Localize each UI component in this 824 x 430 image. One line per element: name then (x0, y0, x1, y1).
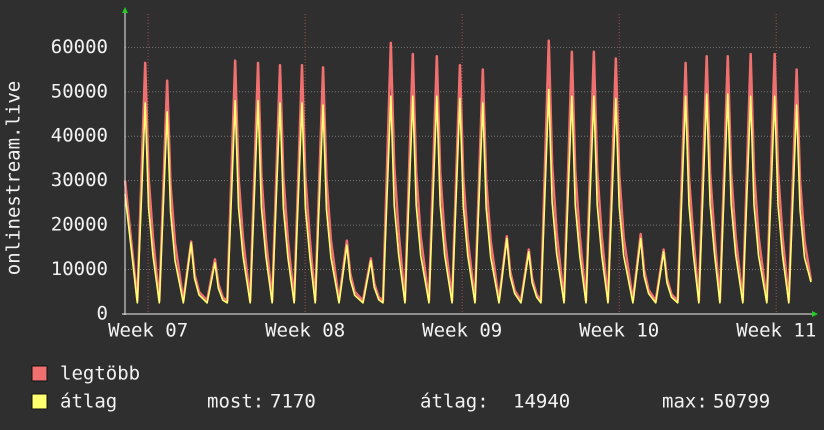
y-tick-label: 10000 (51, 258, 108, 280)
x-tick-label: Week 07 (108, 320, 188, 342)
y-axis-arrow (122, 7, 128, 13)
stat-value: 7170 (270, 391, 316, 413)
y-tick-label: 30000 (51, 169, 108, 191)
legend-label: legtöbb (60, 363, 140, 385)
x-axis-arrow (812, 311, 818, 317)
y-tick-label: 20000 (51, 214, 108, 236)
legend-label: átlag (60, 391, 117, 413)
y-tick-label: 50000 (51, 80, 108, 102)
x-tick-label: Week 11 (736, 320, 816, 342)
plot-lines (123, 39, 813, 304)
axes (122, 7, 818, 317)
x-tick-label: Week 09 (422, 320, 502, 342)
legend-swatch (31, 365, 48, 382)
stat-label: max: (662, 391, 708, 413)
stat-label: átlag: (420, 391, 489, 413)
x-tick-label: Week 08 (265, 320, 345, 342)
y-tick-label: 0 (97, 303, 108, 325)
series-line (124, 88, 812, 304)
x-tick-label: Week 10 (579, 320, 659, 342)
legend: legtöbb átlag most: 7170 átlag: 14940 max: 5079… (31, 363, 770, 413)
legend-swatch (31, 393, 48, 410)
stat-value: 14940 (513, 391, 570, 413)
y-tick-label: 40000 (51, 125, 108, 147)
y-tick-label: 60000 (51, 36, 108, 58)
y-axis-label: onlinestream.live (3, 81, 25, 275)
stat-label: most: (207, 391, 264, 413)
stat-value: 50799 (713, 391, 770, 413)
